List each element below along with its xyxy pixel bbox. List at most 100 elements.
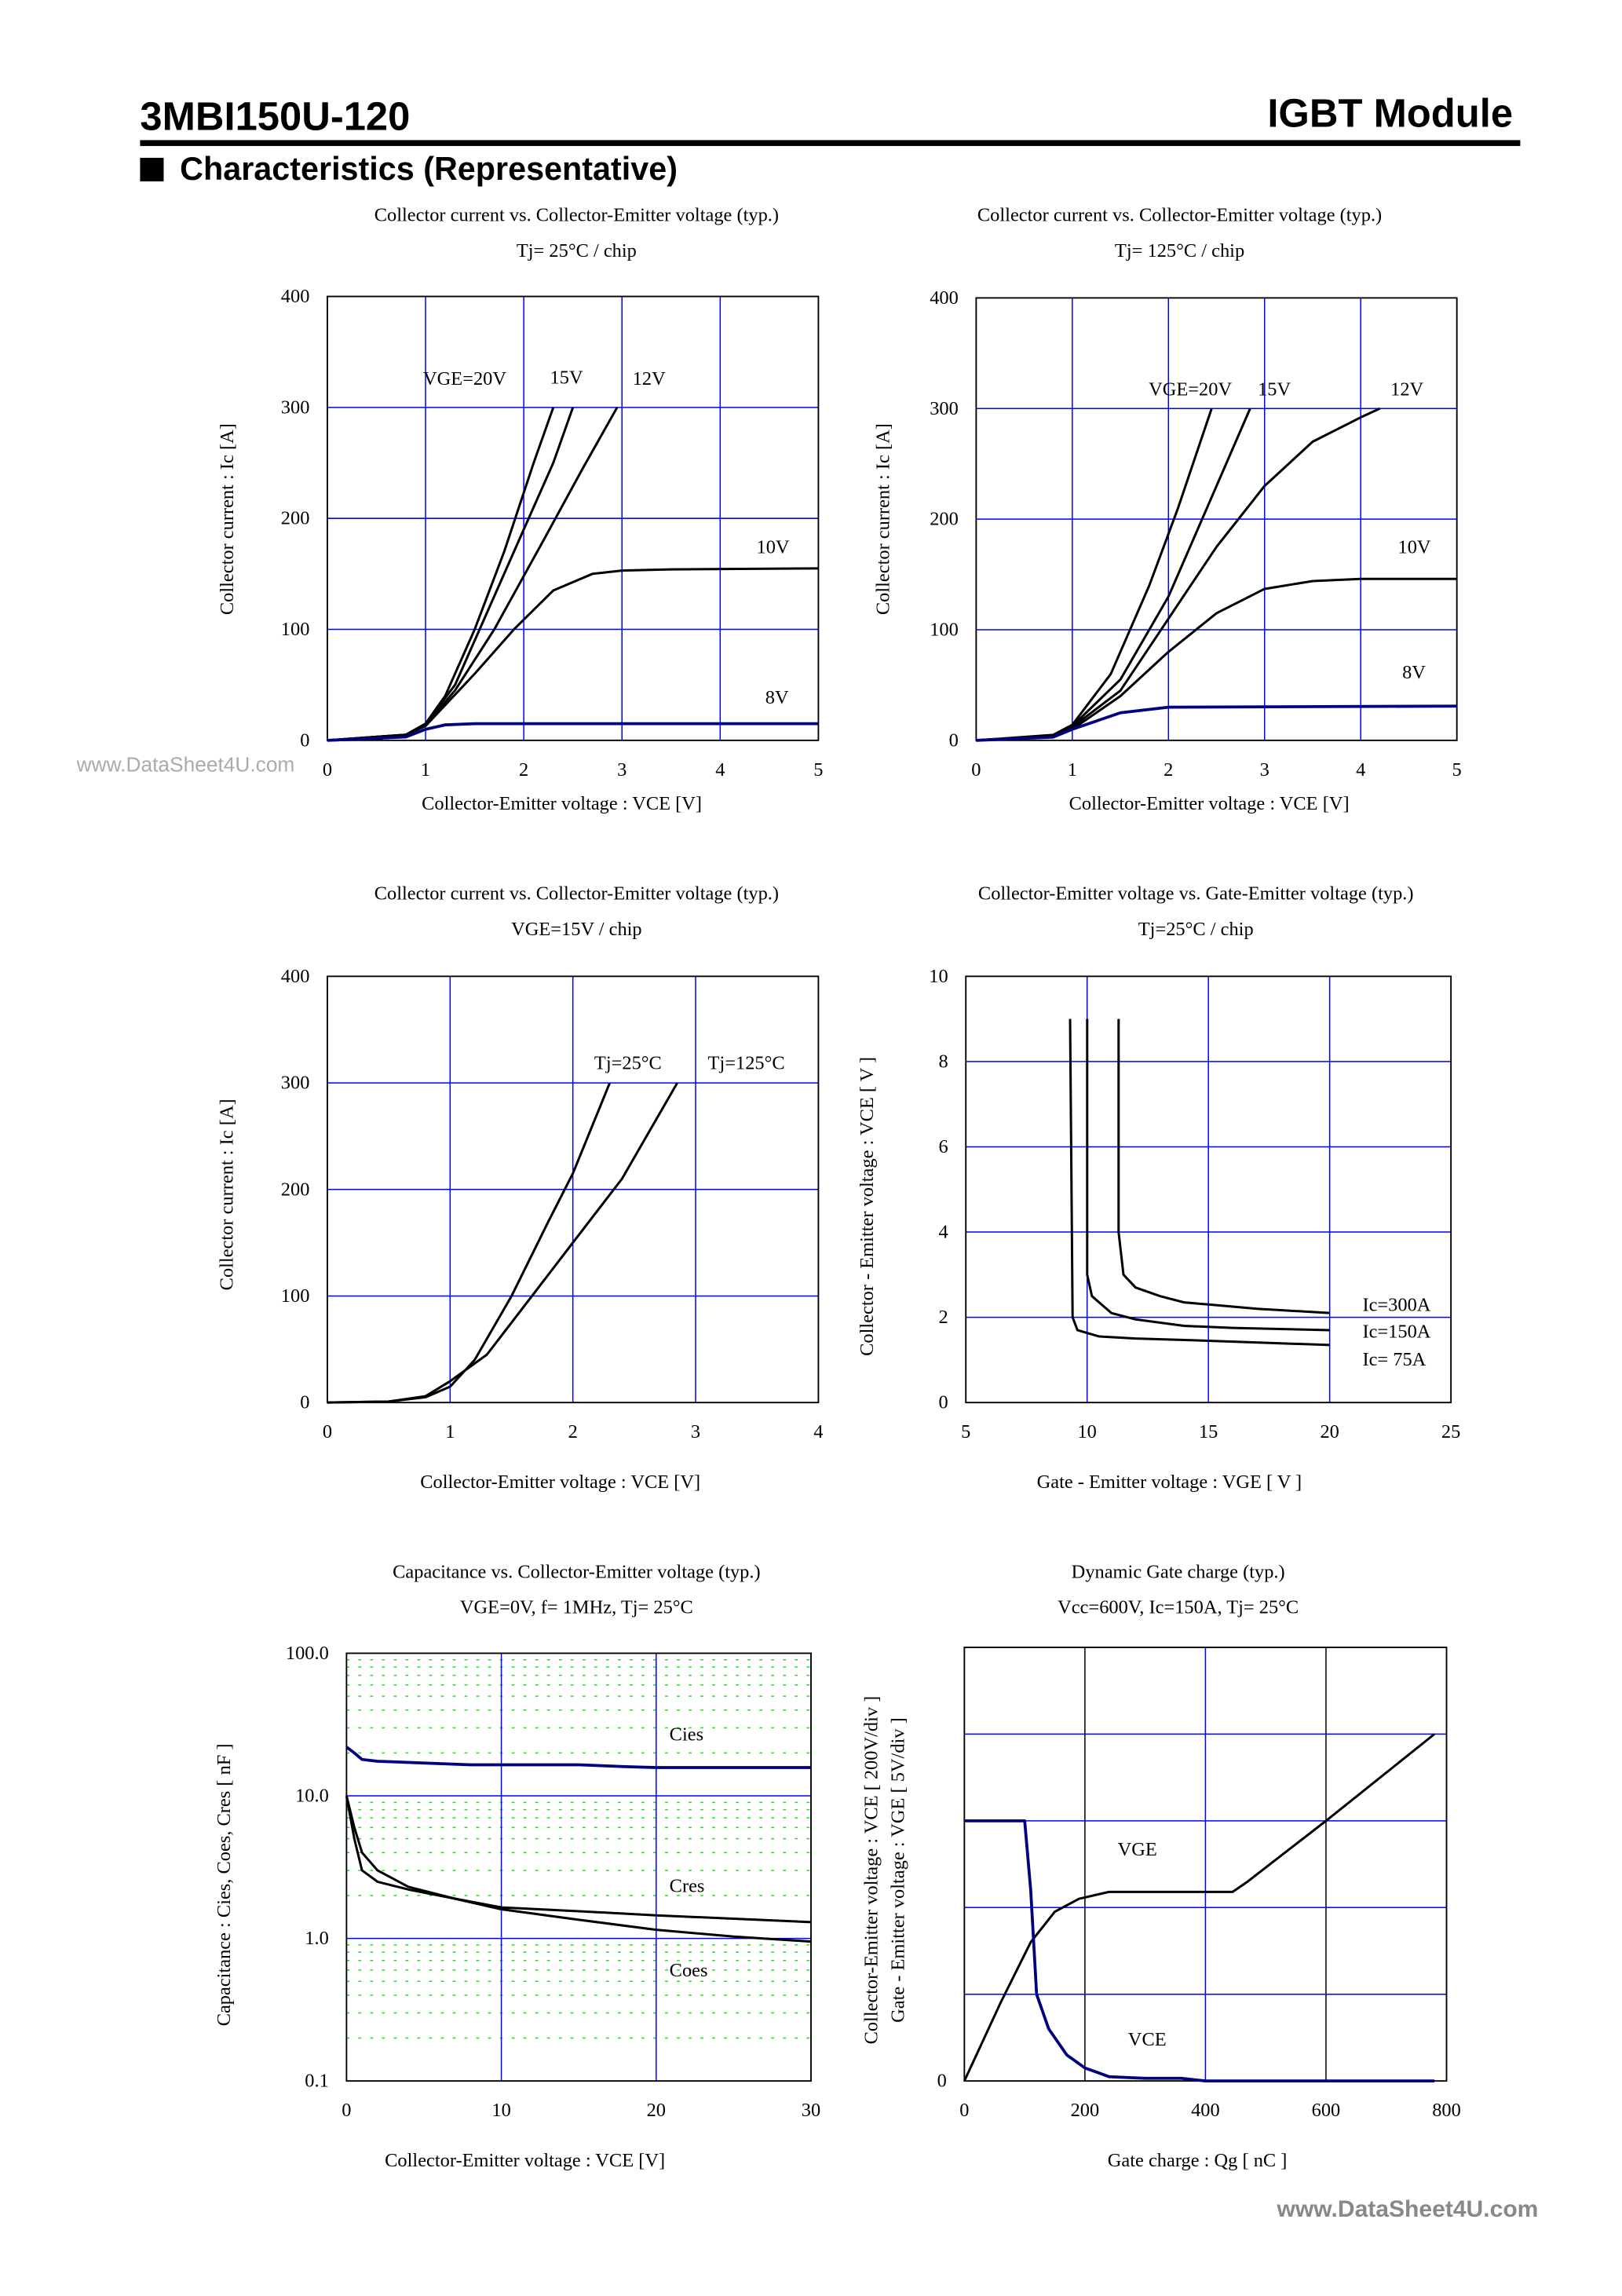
- chart-title: Capacitance vs. Collector-Emitter voltag…: [393, 1562, 761, 1583]
- x-tick-label: 10: [1077, 1421, 1096, 1442]
- chart-subtitle: Vcc=600V, Ic=150A, Tj= 25°C: [1058, 1597, 1299, 1618]
- x-tick-label: 30: [802, 2100, 820, 2121]
- x-tick-label: 3: [1260, 759, 1269, 781]
- x-tick-label: 200: [1071, 2100, 1100, 2121]
- x-tick-label: 4: [1356, 759, 1365, 781]
- x-tick-label: 5: [1452, 759, 1462, 781]
- y-tick-label: 10: [929, 966, 948, 987]
- series-label: 15V: [550, 367, 583, 388]
- chart-title: Collector current vs. Collector-Emitter …: [374, 883, 779, 905]
- series-label: Coes: [670, 1960, 708, 1981]
- y-axis-label: Capacitance : Cies, Coes, Cres [ nF ]: [214, 1743, 235, 2026]
- y-tick-label: 200: [281, 1179, 310, 1200]
- series-label: Cres: [670, 1876, 705, 1897]
- plot-frame: [327, 295, 820, 741]
- section-title: Characteristics (Representative): [140, 151, 678, 189]
- x-tick-label: 0: [323, 1421, 332, 1442]
- series-label: 10V: [757, 536, 790, 558]
- series-line-8v: [976, 704, 1457, 742]
- y-tick-label: 1.0: [305, 1928, 329, 1949]
- section-title-text: Characteristics (Representative): [180, 150, 678, 188]
- x-tick-label: 0: [342, 2100, 351, 2121]
- series-line-tj-25-c: [327, 1082, 612, 1404]
- series-line-cres: [345, 1795, 812, 1924]
- series-label: Ic=150A: [1362, 1322, 1430, 1343]
- chart-1: VGE=20V 15V 12V 10V 8V 0 1 2 3 4 5 0 100 200 300 400 Col…: [217, 205, 824, 814]
- y-axis-label: Collector - Emitter voltage : VCE [ V ]: [857, 1057, 878, 1356]
- series-label: 10V: [1398, 536, 1431, 558]
- y-axis-label: Collector current : Ic [A]: [217, 423, 238, 615]
- chart-title: Collector current vs. Collector-Emitter …: [977, 205, 1382, 226]
- x-tick-label: 4: [715, 759, 725, 781]
- y-tick-label: 300: [281, 1073, 310, 1094]
- plot-frame: [345, 1652, 812, 2082]
- y-tick-label: 0: [938, 1392, 948, 1413]
- y-tick-label: 100: [930, 620, 959, 641]
- square-bullet-icon: [140, 157, 164, 182]
- chart-4: Ic=300A Ic=150A Ic= 75A 5 10 15 20 25 0 2 4 6 8 10 Col…: [857, 883, 1460, 1493]
- chart-subtitle: Tj=25°C / chip: [1138, 919, 1254, 940]
- chart-subtitle: Tj= 125°C / chip: [1115, 240, 1244, 261]
- x-tick-label: 3: [691, 1421, 700, 1442]
- series-line-10v: [327, 567, 819, 742]
- series-line-12v: [327, 407, 619, 742]
- y-tick-label: 4: [938, 1222, 948, 1243]
- series-line-10v: [976, 577, 1457, 742]
- series-line-vge: [963, 1733, 1436, 2082]
- x-axis-label: Collector-Emitter voltage : VCE [V]: [385, 2150, 665, 2171]
- series-label: Cies: [670, 1724, 703, 1745]
- x-tick-label: 20: [647, 2100, 666, 2121]
- y-tick-label: 0: [937, 2071, 947, 2092]
- series-line-ic-300a: [1117, 1018, 1330, 1314]
- series-label: VGE: [1118, 1839, 1157, 1860]
- series-label: VCE: [1128, 2029, 1167, 2050]
- y-tick-label: 400: [281, 966, 310, 987]
- series-line-vge-20v: [976, 408, 1213, 742]
- y-tick-label: 400: [930, 287, 959, 309]
- series-line-vce: [964, 1819, 1435, 2083]
- x-axis-label: Collector-Emitter voltage : VCE [V]: [1069, 793, 1350, 814]
- series-label: Tj=125°C: [708, 1053, 785, 1074]
- x-tick-label: 800: [1432, 2100, 1461, 2121]
- series-label: Ic= 75A: [1362, 1349, 1426, 1370]
- x-axis-label: Collector-Emitter voltage : VCE [V]: [420, 1472, 700, 1493]
- x-tick-label: 600: [1312, 2100, 1341, 2121]
- series-line-ic-75a: [1069, 1018, 1330, 1347]
- x-tick-label: 2: [568, 1421, 578, 1442]
- series-line-tj-125-c: [327, 1082, 678, 1404]
- y-axis-label: Collector current : Ic [A]: [217, 1099, 238, 1290]
- product-type: IGBT Module: [1267, 91, 1514, 136]
- x-tick-label: 1: [421, 759, 430, 781]
- series-label: 8V: [765, 687, 789, 708]
- watermark: www.DataSheet4U.com: [76, 751, 295, 776]
- plot-frame: [975, 297, 1458, 741]
- x-tick-label: 0: [971, 759, 981, 781]
- series-line-cies: [345, 1746, 812, 1769]
- chart-5: Cies Cres Coes 0 10 20 30 0.1 1.0 10.0 100.0 Capaci…: [214, 1562, 820, 2171]
- x-axis-label: Collector-Emitter voltage : VCE [V]: [422, 793, 702, 814]
- series-label: 8V: [1402, 662, 1426, 683]
- y-tick-label: 300: [281, 397, 310, 418]
- y-axis-label: Collector-Emitter voltage : VCE [ 200V/d…: [861, 1696, 882, 2045]
- chart-subtitle: VGE=0V, f= 1MHz, Tj= 25°C: [460, 1597, 693, 1618]
- y-tick-label: 0.1: [305, 2071, 329, 2092]
- y-tick-label: 0: [949, 729, 959, 751]
- y-tick-label: 200: [930, 509, 959, 530]
- part-number: 3MBI150U-120: [140, 94, 411, 139]
- y-tick-label: 2: [938, 1307, 948, 1328]
- x-tick-label: 20: [1320, 1421, 1339, 1442]
- chart-subtitle: VGE=15V / chip: [511, 919, 642, 940]
- x-tick-label: 4: [813, 1421, 823, 1442]
- y-tick-label: 0: [300, 1392, 309, 1413]
- plot-frame: [327, 975, 820, 1404]
- series-label: VGE=20V: [423, 368, 506, 389]
- x-tick-label: 5: [961, 1421, 970, 1442]
- chart-title: Dynamic Gate charge (typ.): [1072, 1562, 1285, 1583]
- y-tick-label: 300: [930, 398, 959, 419]
- series-label: VGE=20V: [1149, 378, 1232, 400]
- y-axis-label: Gate - Emitter voltage : VGE [ 5V/div ]: [887, 1717, 908, 2023]
- x-tick-label: 1: [445, 1421, 455, 1442]
- chart-2: VGE=20V 15V 12V 10V 8V 0 1 2 3 4 5 0 100 200 300 400 Col…: [873, 205, 1462, 814]
- series-line-coes: [345, 1795, 812, 1943]
